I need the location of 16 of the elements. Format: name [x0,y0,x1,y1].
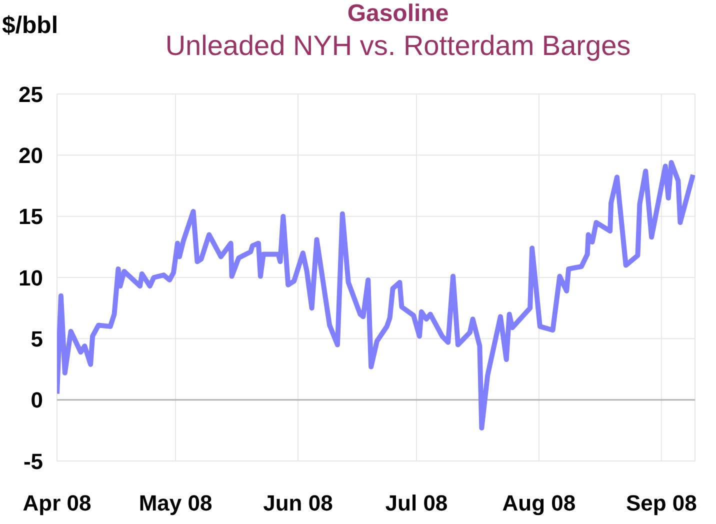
x-tick-label: Jul 08 [385,490,448,516]
y-tick-label: 0 [30,388,43,413]
y-tick-label: -5 [23,448,43,474]
chart-title: Gasoline [346,0,450,28]
y-tick-label: 25 [18,82,43,107]
y-tick-label: 15 [18,204,43,230]
y-tick-label: 10 [18,265,43,290]
x-tick-label: Jun 08 [263,490,333,516]
x-tick-label: May 08 [138,490,212,516]
y-axis-title: $/bbl [2,12,58,40]
y-tick-label: 5 [30,326,43,352]
x-tick-label: Sep 08 [626,490,697,516]
x-tick-label: Apr 08 [22,490,92,516]
chart-subtitle: Unleaded NYH vs. Rotterdam Barges [164,30,632,62]
y-tick-label: 20 [18,142,43,168]
x-tick-label: Aug 08 [502,490,576,516]
